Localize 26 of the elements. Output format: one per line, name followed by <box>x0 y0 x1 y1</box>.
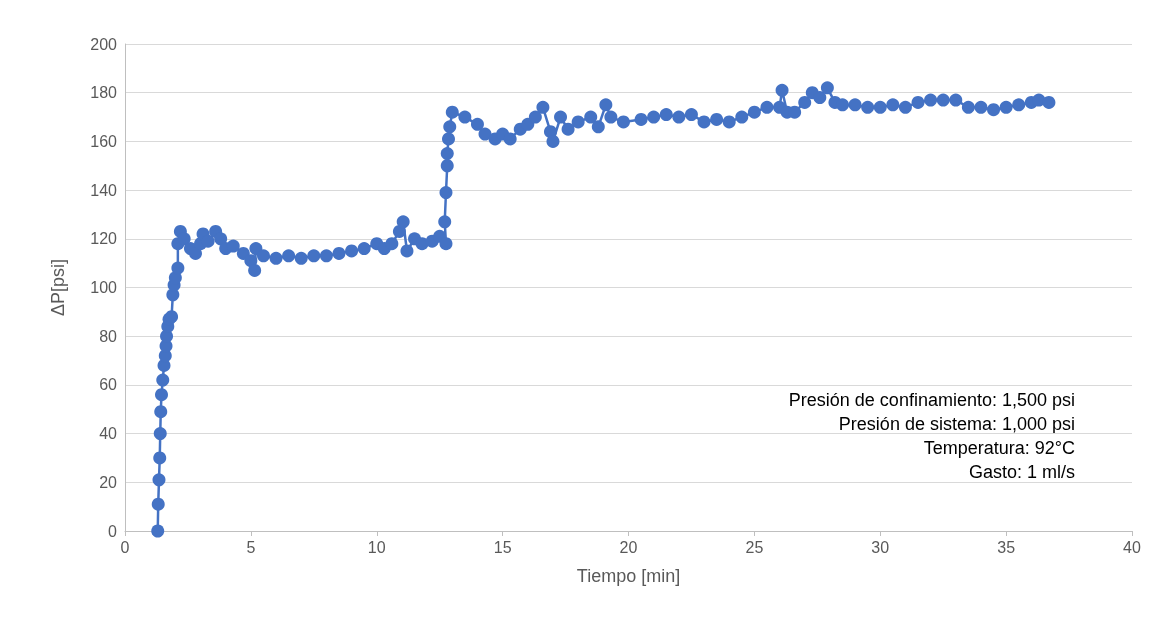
y-tick-label: 60 <box>99 376 118 394</box>
x-tick-label: 10 <box>367 538 386 556</box>
y-tick-label: 180 <box>90 84 118 102</box>
x-axis-title: Tiempo [min] <box>576 566 681 586</box>
y-tick-label: 20 <box>99 473 118 491</box>
y-tick-label: 140 <box>90 181 118 199</box>
annotation: Presión de confinamiento: 1,500 psi <box>788 390 1075 410</box>
y-tick-label: 40 <box>99 425 118 443</box>
y-tick-label: 200 <box>90 35 118 53</box>
y-axis-title: ΔP[psi] <box>48 258 68 317</box>
y-tick-label: 120 <box>90 230 118 248</box>
x-tick-label: 35 <box>997 538 1016 556</box>
annotation: Gasto: 1 ml/s <box>968 462 1075 482</box>
annotation: Presión de sistema: 1,000 psi <box>838 414 1075 434</box>
annotation: Temperatura: 92°C <box>923 438 1075 458</box>
x-tick-label: 30 <box>871 538 890 556</box>
x-tick-label: 15 <box>493 538 512 556</box>
y-tick-label: 80 <box>99 327 118 345</box>
x-tick-label: 25 <box>745 538 764 556</box>
x-tick-label: 5 <box>246 538 256 556</box>
x-tick-label: 0 <box>120 538 130 556</box>
y-tick-label: 160 <box>90 132 118 150</box>
y-tick-label: 0 <box>108 522 118 540</box>
x-tick-label: 40 <box>1123 538 1141 556</box>
x-tick-label: 20 <box>619 538 638 556</box>
y-tick-label: 100 <box>90 279 118 296</box>
